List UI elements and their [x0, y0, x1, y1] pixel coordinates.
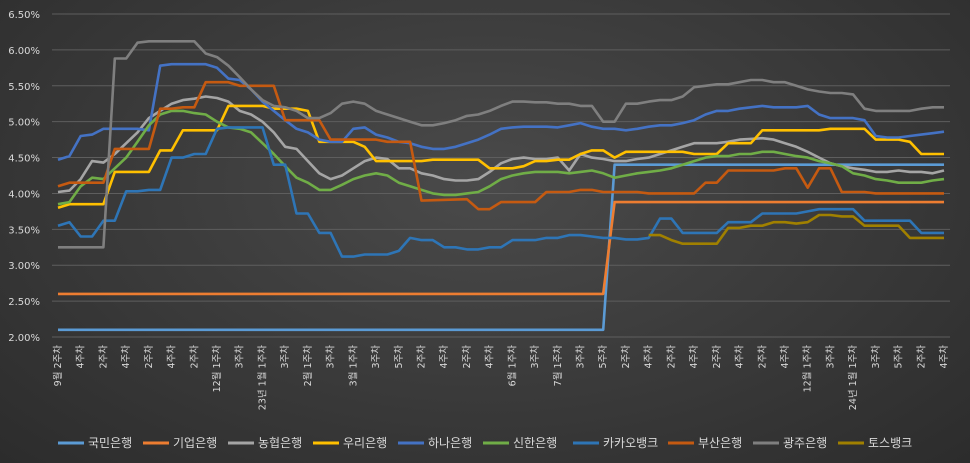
series-line-5: [57, 109, 945, 206]
series-line-2: [57, 95, 945, 194]
x-tick-label: 3주차: [279, 345, 291, 369]
x-tick-label: 6월 1주차: [506, 345, 518, 387]
x-tick-label: 12월 1주차: [802, 345, 814, 393]
x-tick-label: 3주차: [234, 345, 246, 369]
x-tick-label: 5주차: [393, 345, 405, 369]
x-tick-label: 3주차: [529, 345, 541, 369]
legend-label: 하나은행: [428, 435, 472, 450]
x-tick-label: 3주차: [870, 345, 882, 369]
y-tick-label: 3.50%: [8, 225, 40, 236]
x-tick-label: 4주차: [643, 345, 655, 369]
series-line-6: [57, 126, 944, 258]
x-tick-label: 4주차: [120, 345, 132, 369]
x-tick-label: 24년 1월 1주차: [847, 345, 859, 410]
legend: 국민은행 기업은행 농협은행 우리은행 하나은행 신한은행 카카오뱅크 부산은행 광주은행 토스뱅…: [58, 435, 912, 450]
series-line-1: [58, 200, 944, 296]
y-axis: 2.00% 2.50% 3.00% 3.50% 4.00% 4.50% 5.00% 5.50%…: [8, 10, 40, 344]
y-tick-label: 5.50%: [8, 82, 40, 93]
x-tick-label: 5주차: [893, 345, 905, 369]
series-line-8: [58, 40, 944, 249]
y-tick-label: 2.50%: [8, 297, 40, 308]
x-tick-label: 12월 1주차: [211, 345, 223, 393]
y-tick-label: 4.00%: [8, 189, 40, 200]
legend-label: 국민은행: [88, 435, 132, 450]
x-tick-label: 2주차: [915, 345, 927, 369]
y-tick-label: 2.00%: [8, 333, 40, 344]
x-tick-label: 4주차: [438, 345, 450, 369]
x-tick-label: 4주차: [166, 345, 178, 369]
x-tick-label: 4주차: [484, 345, 496, 369]
x-axis: 9월 2주차 4주차 2주차 4주차 2주차 4주차 2주차 12월 1주차 3주차 23년 1월…: [52, 345, 950, 410]
x-tick-label: 2주차: [143, 345, 155, 369]
x-tick-label: 2월 1주차: [302, 345, 314, 387]
x-tick-label: 23년 1월 1주차: [256, 345, 268, 410]
x-tick-label: 4주차: [938, 345, 950, 369]
x-tick-label: 3주차: [575, 345, 587, 369]
x-tick-label: 2주차: [620, 345, 632, 369]
series-line-4: [57, 62, 945, 161]
x-tick-label: 4주차: [779, 345, 791, 369]
y-tick-label: 4.50%: [8, 154, 40, 165]
legend-label: 우리은행: [343, 435, 387, 450]
series-line-9: [648, 213, 944, 245]
x-tick-label: 2주차: [711, 345, 723, 369]
x-tick-label: 3월 1주차: [347, 345, 359, 387]
legend-label: 기업은행: [173, 435, 217, 450]
legend-label: 농협은행: [258, 435, 302, 450]
x-tick-label: 2주차: [665, 345, 677, 369]
series-line-3: [57, 104, 944, 210]
x-tick-label: 2주차: [461, 345, 473, 369]
series-line-7: [57, 80, 944, 211]
y-tick-label: 6.50%: [8, 10, 40, 21]
series-layer: [57, 40, 945, 332]
legend-label: 카카오뱅크: [603, 436, 658, 450]
legend-label: 토스뱅크: [868, 436, 912, 450]
legend-label: 신한은행: [513, 435, 557, 450]
x-tick-label: 2주차: [97, 345, 109, 369]
y-tick-label: 3.00%: [8, 261, 40, 272]
x-tick-label: 4주차: [75, 345, 87, 369]
x-tick-label: 3주차: [824, 345, 836, 369]
x-tick-label: 5주차: [597, 345, 609, 369]
x-tick-label: 7월 1주차: [552, 345, 564, 387]
x-tick-label: 4주차: [734, 345, 746, 369]
grid: [52, 13, 950, 338]
legend-label: 광주은행: [783, 435, 827, 450]
legend-label: 부산은행: [698, 435, 742, 450]
x-tick-label: 4주차: [688, 345, 700, 369]
x-tick-label: 2주차: [188, 345, 200, 369]
x-tick-label: 2주차: [415, 345, 427, 369]
y-tick-label: 6.00%: [8, 46, 40, 57]
x-tick-label: 3주차: [370, 345, 382, 369]
x-tick-label: 9월 2주차: [52, 345, 64, 387]
x-tick-label: 3주차: [325, 345, 337, 369]
x-tick-label: 2주차: [756, 345, 768, 369]
y-tick-label: 5.00%: [8, 118, 40, 129]
